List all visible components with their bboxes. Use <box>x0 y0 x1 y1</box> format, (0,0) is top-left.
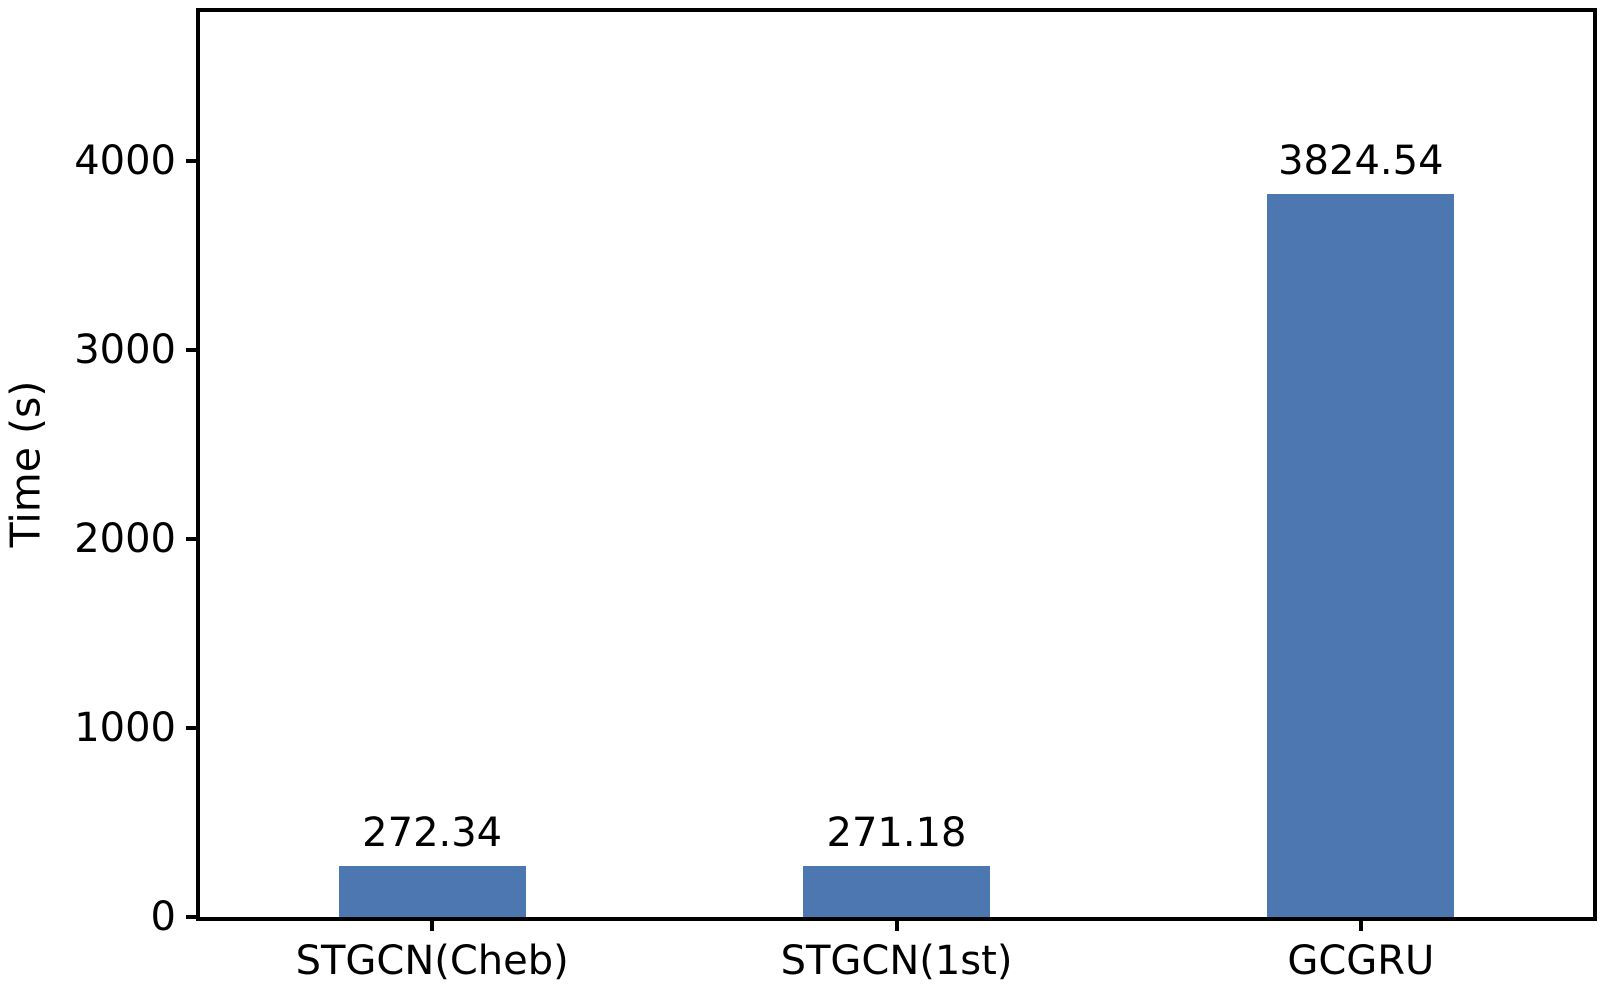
y-tick-label: 3000 <box>74 326 176 373</box>
x-tick-mark <box>430 917 435 931</box>
bar-stgcn-cheb <box>338 865 526 917</box>
x-tick-label-stgcn-1st: STGCN(1st) <box>780 938 1013 984</box>
bar-value-label-gcgru: 3824.54 <box>1278 138 1444 185</box>
bar-value-label-stgcn-1st: 271.18 <box>826 809 967 856</box>
y-tick-label: 4000 <box>74 137 176 184</box>
bar-value-label-stgcn-cheb: 272.34 <box>362 809 503 856</box>
y-tick-mark <box>186 915 200 919</box>
x-tick-mark <box>894 917 899 931</box>
y-tick-mark <box>186 158 200 163</box>
bar-stgcn-1st <box>803 865 990 917</box>
x-tick-mark <box>1358 917 1363 931</box>
y-tick-label: 1000 <box>74 704 176 751</box>
x-tick-label-stgcn-cheb: STGCN(Cheb) <box>295 938 569 984</box>
y-tick-mark <box>186 347 200 352</box>
y-tick-label: 2000 <box>74 515 176 562</box>
x-tick-label-gcgru: GCGRU <box>1287 938 1435 984</box>
y-tick-label: 0 <box>150 894 176 940</box>
y-tick-mark <box>186 536 200 541</box>
bar-gcgru <box>1267 194 1455 917</box>
y-tick-mark <box>186 725 200 730</box>
